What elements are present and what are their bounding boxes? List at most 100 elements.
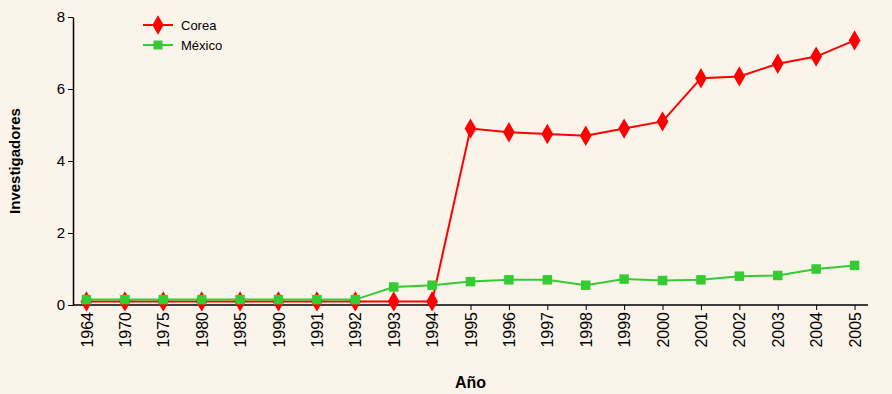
- x-tick-label: 1998: [578, 312, 595, 348]
- series-marker: [580, 126, 592, 146]
- x-tick: 1997: [539, 305, 556, 348]
- y-tick-mark: [68, 161, 73, 162]
- series-marker: [849, 30, 861, 50]
- legend-marker: [154, 41, 163, 50]
- series-marker: [696, 275, 705, 284]
- y-tick-label: 8: [57, 8, 65, 25]
- series-marker: [466, 277, 475, 286]
- y-tick: 2: [57, 224, 73, 241]
- x-tick: 2004: [808, 305, 825, 348]
- y-tick-mark: [68, 89, 73, 90]
- x-tick-label: 1993: [386, 312, 403, 348]
- x-tick-mark: [663, 305, 664, 310]
- series-marker: [426, 291, 438, 311]
- series-marker: [810, 46, 822, 66]
- x-tick: 1999: [616, 305, 633, 348]
- legend-label: Corea: [181, 18, 217, 33]
- legend-label: México: [181, 38, 222, 53]
- y-tick-mark: [68, 17, 73, 18]
- series-marker: [349, 291, 361, 311]
- x-tick-label: 1980: [194, 312, 211, 348]
- legend: Corea México: [143, 15, 222, 52]
- x-axis-title: Año: [455, 374, 486, 391]
- x-tick: 2001: [693, 305, 710, 348]
- x-tick-label: 1970: [117, 312, 134, 348]
- legend-item: México: [143, 38, 222, 53]
- x-tick: 1993: [386, 305, 403, 348]
- series-line: [86, 265, 854, 299]
- series-marker: [273, 291, 285, 311]
- series-marker: [120, 295, 129, 304]
- x-tick-mark: [586, 305, 587, 310]
- x-tick: 1996: [501, 305, 518, 348]
- x-tick-label: 1999: [616, 312, 633, 348]
- series-marker: [618, 118, 630, 138]
- x-tick: 1980: [194, 305, 211, 348]
- series-marker: [695, 68, 707, 88]
- series-marker: [465, 118, 477, 138]
- y-tick-label: 6: [57, 80, 65, 97]
- y-tick-label: 0: [57, 296, 65, 313]
- series-marker: [274, 295, 283, 304]
- series-marker: [351, 295, 360, 304]
- series-line: [86, 40, 854, 301]
- x-axis: 1964197019751980198519901991199219931994…: [73, 305, 868, 348]
- series-marker: [159, 295, 168, 304]
- x-tick-label: 1995: [463, 312, 480, 348]
- x-tick: 1995: [463, 305, 480, 348]
- x-tick-label: 2005: [847, 312, 864, 348]
- series-marker: [541, 124, 553, 144]
- x-tick-label: 2003: [770, 312, 787, 348]
- series-marker: [657, 111, 669, 131]
- series-marker: [850, 261, 859, 270]
- x-tick-label: 2002: [731, 312, 748, 348]
- x-tick: 1975: [155, 305, 172, 348]
- series-marker: [504, 275, 513, 284]
- marks: [81, 30, 861, 311]
- x-tick-mark: [471, 305, 472, 310]
- y-tick-mark: [68, 305, 73, 306]
- x-tick-label: 1975: [155, 312, 172, 348]
- x-tick-mark: [624, 305, 625, 310]
- x-tick-label: 1990: [271, 312, 288, 348]
- x-tick-label: 1991: [309, 312, 326, 348]
- x-tick: 2002: [731, 305, 748, 348]
- x-tick: 2005: [847, 305, 864, 348]
- series-marker: [234, 291, 246, 311]
- series-marker: [733, 66, 745, 86]
- y-axis: 0 2 4 6 8: [57, 8, 74, 313]
- x-tick-label: 1996: [501, 312, 518, 348]
- y-tick: 6: [57, 80, 73, 97]
- series-marker: [735, 271, 744, 280]
- x-tick: 1985: [232, 305, 249, 348]
- y-tick-label: 4: [57, 152, 65, 169]
- series-marker: [389, 282, 398, 291]
- x-tick-label: 1985: [232, 312, 249, 348]
- series-marker: [119, 291, 131, 311]
- y-tick: 0: [57, 296, 73, 313]
- y-tick: 4: [57, 152, 73, 169]
- y-tick-label: 2: [57, 224, 65, 241]
- x-tick-label: 2000: [655, 312, 672, 348]
- x-tick: 1994: [424, 305, 441, 348]
- series-marker: [235, 295, 244, 304]
- series-marker: [197, 295, 206, 304]
- series-marker: [157, 291, 169, 311]
- x-tick-label: 2004: [808, 312, 825, 348]
- series-marker: [619, 274, 628, 283]
- x-tick: 1992: [347, 305, 364, 348]
- y-tick-mark: [68, 233, 73, 234]
- plot: 0246819641970197519801985199019911992199…: [57, 8, 868, 347]
- series-marker: [772, 54, 784, 74]
- x-tick-mark: [509, 305, 510, 310]
- x-tick-mark: [778, 305, 779, 310]
- x-tick: 1998: [578, 305, 595, 348]
- series-marker: [81, 291, 93, 311]
- legend-item: Corea: [143, 15, 217, 35]
- series-marker: [427, 280, 436, 289]
- series-marker: [581, 280, 590, 289]
- series-marker: [543, 275, 552, 284]
- x-tick: 1990: [271, 305, 288, 348]
- series-marker: [196, 291, 208, 311]
- x-tick-label: 2001: [693, 312, 710, 348]
